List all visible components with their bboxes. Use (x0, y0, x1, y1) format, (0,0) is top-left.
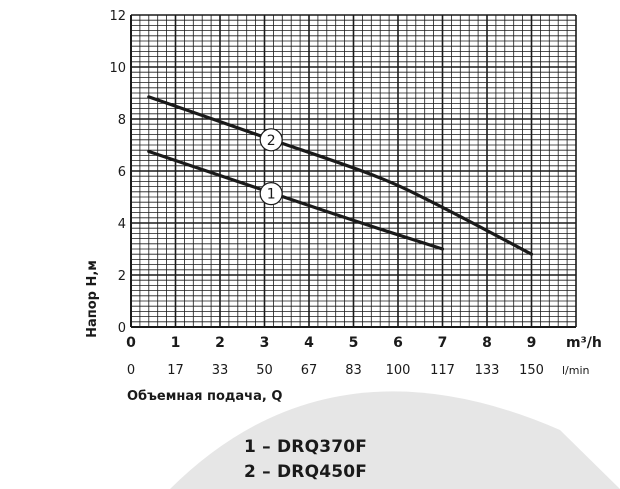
x-tick-label-secondary: 67 (301, 363, 318, 378)
x-tick-label: 4 (304, 335, 314, 351)
y-tick-label: 2 (118, 269, 126, 284)
y-tick-label: 0 (118, 321, 126, 336)
grid-major (130, 14, 577, 328)
x-tick-label: 9 (527, 335, 537, 351)
x-tick-label-secondary: 83 (345, 363, 362, 378)
x-tick-label: 1 (171, 335, 181, 351)
x-tick-label: 8 (482, 335, 492, 351)
curve-marker-circle (259, 182, 283, 206)
curve-marker-label: 2 (267, 133, 276, 149)
y-tick-label: 10 (109, 61, 126, 76)
x-axis-label: Объемная подача, Q (127, 389, 282, 404)
x-tick-label: 3 (260, 335, 270, 351)
x-tick-label-secondary: 100 (386, 363, 411, 378)
x-tick-label: 5 (349, 335, 359, 351)
y-tick-label: 12 (109, 9, 126, 24)
curve-marker-label: 1 (267, 187, 276, 203)
y-tick-label: 6 (118, 165, 126, 180)
series-line-2 (147, 95, 534, 256)
x-tick-label-secondary: 50 (256, 363, 273, 378)
series-line-1 (147, 149, 445, 251)
y-tick-label: 8 (118, 113, 126, 128)
x-tick-label-secondary: 150 (519, 363, 544, 378)
legend-entry-2: 2 – DRQ450F (244, 462, 368, 482)
y-tick-label: 4 (118, 217, 126, 232)
x-tick-label: 0 (126, 335, 136, 351)
x-unit-secondary: l/min (562, 364, 590, 377)
x-tick-label-secondary: 33 (212, 363, 229, 378)
x-tick-label: 2 (215, 335, 225, 351)
x-tick-label-secondary: 117 (430, 363, 455, 378)
legend-entry-1: 1 – DRQ370F (244, 437, 368, 457)
x-tick-label-secondary: 17 (167, 363, 184, 378)
x-tick-label: 7 (438, 335, 448, 351)
x-unit-primary: m³/h (566, 335, 602, 351)
curve-marker-circle (259, 128, 283, 152)
x-tick-label-secondary: 0 (127, 363, 135, 378)
x-tick-label: 6 (393, 335, 403, 351)
y-axis-label: Напор H,м (85, 260, 100, 338)
x-tick-label-secondary: 133 (475, 363, 500, 378)
